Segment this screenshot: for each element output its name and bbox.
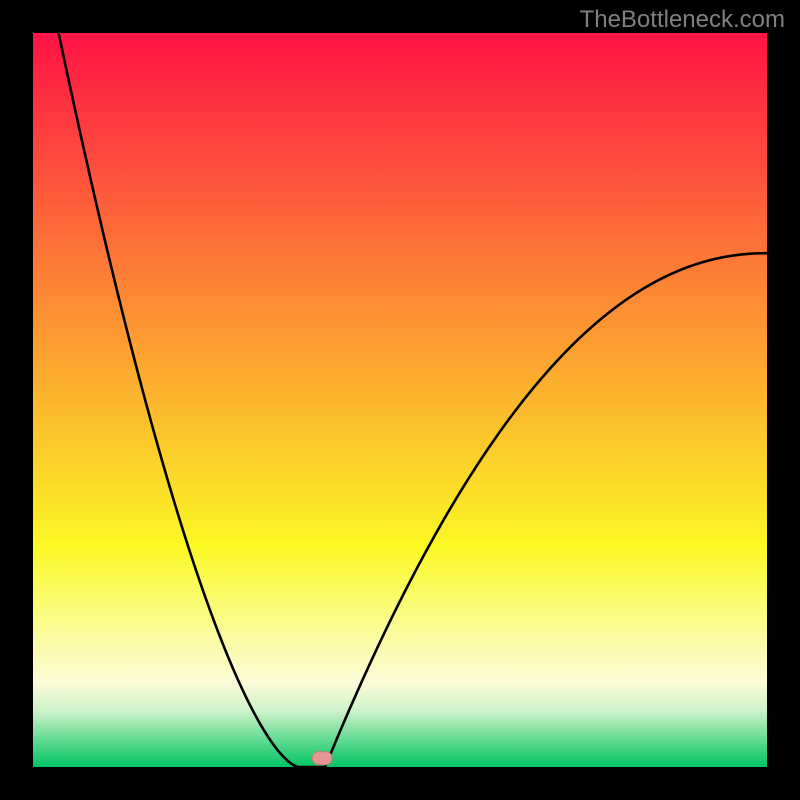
bottleneck-chart [33, 33, 767, 767]
chart-svg [33, 33, 767, 767]
optimal-point-marker [312, 752, 332, 765]
stage: TheBottleneck.com [0, 0, 800, 800]
chart-background [33, 33, 767, 767]
watermark-text: TheBottleneck.com [580, 6, 785, 34]
